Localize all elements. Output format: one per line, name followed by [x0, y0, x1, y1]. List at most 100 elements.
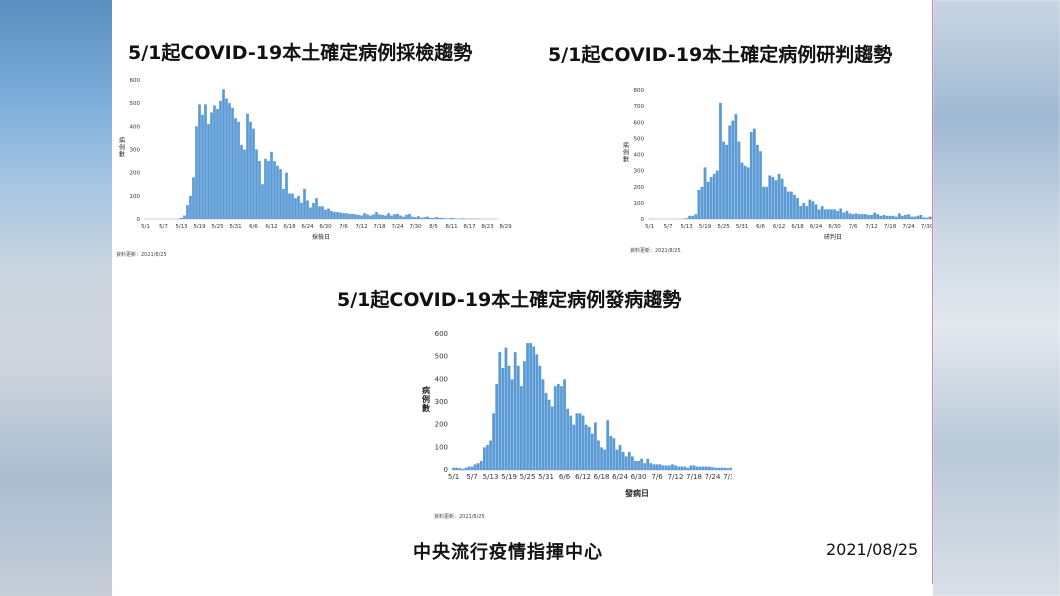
bar	[830, 209, 833, 219]
bar	[925, 217, 929, 219]
bar	[836, 210, 840, 219]
bar	[396, 213, 399, 219]
bar	[507, 365, 511, 470]
x-tick-label: 7/30	[921, 224, 932, 230]
bar	[597, 440, 600, 470]
bar	[291, 193, 294, 219]
bar	[649, 463, 653, 470]
y-tick-label: 800	[634, 88, 645, 94]
bar	[704, 466, 708, 470]
bar	[523, 361, 526, 470]
bar	[842, 212, 846, 219]
x-tick-label: 6/12	[773, 224, 785, 230]
bar	[928, 216, 932, 219]
x-tick-label: 6/6	[559, 473, 571, 481]
bar	[709, 177, 713, 219]
x-tick-label: 7/6	[849, 224, 858, 230]
bar	[566, 408, 570, 470]
bar	[717, 467, 721, 470]
bar	[345, 213, 348, 219]
bar	[680, 466, 684, 470]
bar	[219, 100, 222, 219]
bar	[452, 467, 455, 470]
bar	[674, 465, 677, 470]
bar	[637, 460, 640, 470]
bar	[728, 125, 732, 219]
bar	[303, 188, 306, 219]
bar	[378, 214, 381, 219]
bar	[435, 217, 438, 219]
bar	[916, 215, 920, 220]
bar	[464, 467, 468, 470]
bar	[756, 144, 759, 219]
bar	[603, 449, 607, 470]
bar	[473, 464, 477, 470]
bar	[246, 113, 249, 219]
bar	[399, 215, 402, 220]
y-tick-label: 500	[130, 101, 141, 107]
bar	[814, 204, 818, 219]
x-tick-label: 7/6	[651, 473, 663, 481]
bar	[516, 365, 520, 470]
x-tick-label: 7/24	[705, 473, 721, 481]
x-tick-label: 5/19	[193, 224, 206, 230]
bar	[560, 386, 563, 470]
x-tick-label: 6/24	[612, 473, 628, 481]
chart-onset: 0 100 200 300 400 500 600 5/1 5/7 5/13 5/19 5/25 5/3…	[422, 330, 732, 520]
bar	[907, 214, 910, 219]
bar	[789, 191, 793, 219]
y-axis-label: 病例數	[119, 137, 125, 159]
bar	[189, 195, 192, 219]
bar	[306, 200, 309, 219]
bar	[429, 217, 432, 219]
bar	[510, 379, 514, 470]
bar	[823, 209, 827, 219]
x-tick-label: 5/7	[466, 473, 477, 481]
bar	[513, 352, 517, 470]
bar	[786, 191, 790, 219]
y-tick-label: 600	[130, 78, 141, 84]
x-tick-label: 7/24	[391, 224, 404, 230]
x-tick-label: 6/6	[756, 224, 765, 230]
bar	[677, 466, 681, 470]
x-axis-label: 研判日	[824, 233, 842, 241]
x-tick-label: 5/19	[699, 224, 712, 230]
bar	[470, 466, 474, 470]
bar	[904, 214, 907, 219]
bar	[504, 347, 508, 470]
bar	[867, 214, 870, 219]
x-tick-label: 5/1	[141, 224, 150, 230]
bar	[553, 386, 557, 470]
bar	[922, 217, 926, 219]
bar	[387, 213, 390, 219]
bar	[725, 144, 729, 219]
bar	[563, 379, 566, 470]
bar	[486, 445, 489, 470]
bar	[891, 215, 895, 220]
y-tick-label: 100	[634, 201, 645, 207]
bar	[900, 215, 904, 220]
bar	[726, 468, 730, 470]
bar	[919, 214, 923, 219]
bar	[393, 214, 396, 219]
bar	[363, 213, 366, 219]
x-tick-label: 5/7	[159, 224, 168, 230]
footer-date: 2021/08/25	[826, 540, 919, 559]
bar	[455, 467, 459, 470]
y-tick-label: 0	[444, 466, 448, 474]
bar	[300, 202, 303, 219]
bar	[324, 209, 327, 219]
x-tick-label: 8/23	[481, 224, 494, 230]
bar	[366, 214, 369, 219]
chart-sampling: 0 100 200 300 400 500 600 5/1 5/7 5/13 5/19 5/25 5/3…	[116, 78, 512, 258]
bar	[351, 213, 354, 219]
x-tick-label: 6/18	[791, 224, 804, 230]
bar	[609, 436, 613, 470]
bar	[811, 201, 815, 219]
bar	[547, 399, 551, 470]
bar	[360, 215, 363, 220]
x-tick-label: 8/29	[499, 224, 512, 230]
bar	[402, 216, 405, 219]
bar	[606, 420, 610, 470]
bar	[863, 214, 867, 219]
